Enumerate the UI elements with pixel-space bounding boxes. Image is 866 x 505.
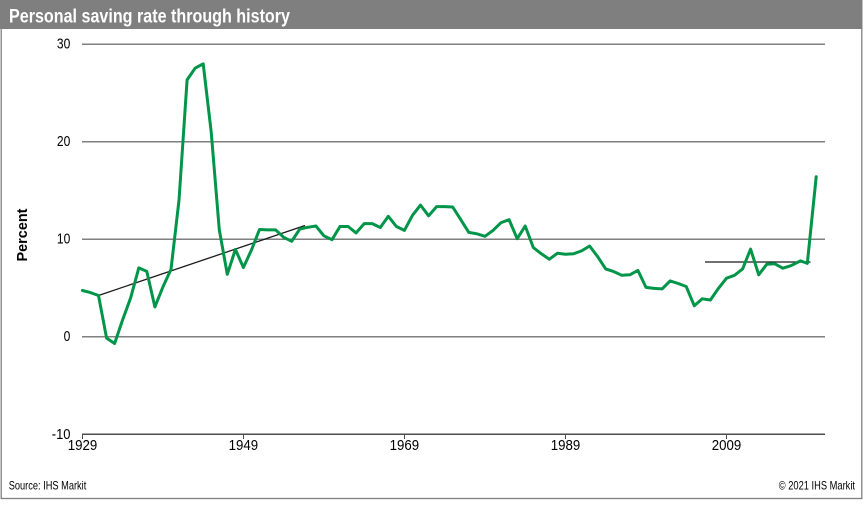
svg-text:Source: IHS Markit: Source: IHS Markit (9, 479, 87, 493)
svg-text:Percent: Percent (14, 208, 31, 261)
svg-text:-10: -10 (52, 426, 71, 443)
svg-text:1929: 1929 (68, 437, 98, 454)
svg-text:0: 0 (64, 328, 71, 345)
svg-text:1949: 1949 (229, 437, 259, 454)
svg-text:© 2021 IHS Markit: © 2021 IHS Markit (779, 479, 856, 493)
svg-text:30: 30 (57, 36, 70, 53)
svg-text:1969: 1969 (390, 437, 420, 454)
svg-text:10: 10 (57, 230, 70, 247)
svg-text:Personal saving rate through h: Personal saving rate through history (9, 5, 290, 27)
svg-text:2009: 2009 (712, 437, 742, 454)
svg-text:1989: 1989 (551, 437, 581, 454)
svg-text:20: 20 (57, 133, 70, 150)
